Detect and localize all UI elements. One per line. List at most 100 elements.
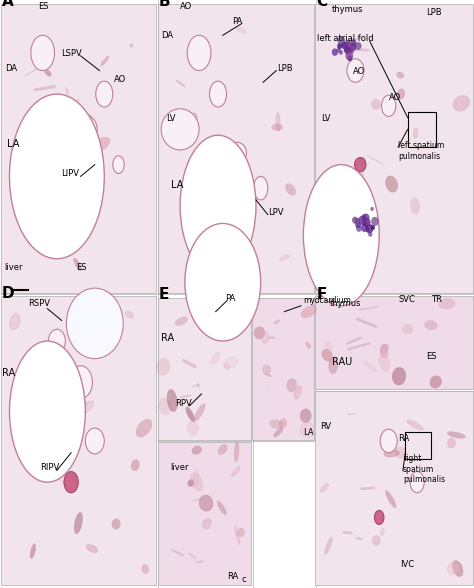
FancyArrowPatch shape [275, 321, 279, 323]
Ellipse shape [395, 447, 406, 458]
Ellipse shape [447, 432, 465, 438]
Ellipse shape [210, 352, 220, 365]
FancyArrowPatch shape [347, 338, 361, 343]
Ellipse shape [447, 438, 456, 448]
Ellipse shape [193, 469, 199, 487]
Ellipse shape [300, 409, 311, 423]
Text: ES: ES [76, 263, 86, 272]
FancyArrowPatch shape [202, 40, 207, 43]
Ellipse shape [276, 112, 280, 131]
Ellipse shape [180, 135, 256, 276]
Ellipse shape [347, 59, 364, 82]
Ellipse shape [81, 320, 84, 333]
Ellipse shape [77, 399, 87, 410]
Circle shape [365, 219, 371, 226]
Ellipse shape [384, 450, 400, 457]
Ellipse shape [186, 407, 195, 422]
Text: LPB: LPB [277, 64, 293, 72]
Ellipse shape [125, 311, 134, 318]
Ellipse shape [48, 329, 65, 353]
Ellipse shape [372, 99, 381, 109]
Text: LA: LA [303, 428, 314, 437]
FancyArrowPatch shape [343, 38, 361, 43]
Ellipse shape [228, 142, 246, 163]
Ellipse shape [45, 69, 51, 76]
Ellipse shape [30, 183, 39, 194]
Circle shape [346, 51, 353, 60]
Ellipse shape [9, 94, 104, 259]
FancyArrowPatch shape [357, 538, 362, 539]
FancyArrowPatch shape [359, 307, 378, 310]
Circle shape [371, 225, 374, 230]
FancyArrowPatch shape [189, 175, 210, 178]
Ellipse shape [300, 422, 314, 437]
Circle shape [356, 219, 359, 223]
Circle shape [362, 218, 369, 226]
Circle shape [347, 55, 352, 61]
Text: DA: DA [5, 64, 17, 72]
Ellipse shape [379, 353, 390, 372]
Circle shape [361, 216, 365, 221]
Circle shape [371, 207, 374, 211]
Text: RA: RA [2, 368, 15, 378]
Ellipse shape [74, 513, 82, 534]
Circle shape [366, 228, 369, 232]
Ellipse shape [32, 48, 42, 52]
Ellipse shape [373, 536, 380, 546]
Ellipse shape [159, 398, 171, 415]
FancyArrowPatch shape [184, 360, 195, 366]
FancyArrowPatch shape [172, 550, 183, 555]
Text: DA: DA [161, 31, 173, 40]
Ellipse shape [69, 366, 92, 399]
Ellipse shape [16, 159, 28, 179]
Ellipse shape [79, 401, 94, 415]
Ellipse shape [381, 344, 388, 353]
Text: LIPV: LIPV [62, 169, 80, 178]
Text: LPV: LPV [268, 208, 283, 216]
FancyArrowPatch shape [197, 385, 199, 386]
Ellipse shape [227, 218, 236, 233]
Ellipse shape [360, 157, 365, 163]
Circle shape [347, 48, 350, 52]
Ellipse shape [187, 421, 199, 435]
FancyArrowPatch shape [64, 99, 79, 109]
Ellipse shape [142, 564, 149, 573]
Ellipse shape [407, 420, 424, 430]
Ellipse shape [453, 95, 470, 111]
Ellipse shape [21, 218, 36, 236]
Ellipse shape [190, 473, 203, 491]
Ellipse shape [355, 158, 366, 172]
Ellipse shape [237, 528, 245, 537]
Bar [158, 298, 251, 440]
FancyArrowPatch shape [367, 155, 383, 164]
Ellipse shape [273, 428, 283, 437]
Circle shape [338, 36, 345, 45]
Text: IVC: IVC [401, 560, 415, 569]
Text: myocardium: myocardium [303, 296, 351, 305]
Ellipse shape [199, 495, 213, 512]
Ellipse shape [263, 365, 271, 375]
Ellipse shape [185, 223, 261, 341]
Circle shape [350, 45, 354, 50]
FancyArrowPatch shape [344, 532, 352, 533]
Ellipse shape [301, 306, 317, 318]
Ellipse shape [136, 419, 152, 437]
Ellipse shape [224, 362, 229, 370]
Text: A: A [2, 0, 14, 9]
Ellipse shape [131, 460, 139, 471]
Text: RA: RA [228, 572, 239, 581]
Text: B: B [159, 0, 171, 9]
FancyArrowPatch shape [43, 417, 46, 420]
Bar [315, 391, 473, 585]
Circle shape [339, 50, 343, 55]
Ellipse shape [192, 446, 201, 455]
Text: left spatium
pulmonalis: left spatium pulmonalis [398, 141, 445, 161]
Ellipse shape [217, 501, 227, 515]
Circle shape [342, 42, 347, 49]
Circle shape [371, 225, 374, 230]
Ellipse shape [86, 544, 98, 553]
Ellipse shape [447, 562, 461, 574]
Ellipse shape [223, 265, 231, 278]
Ellipse shape [223, 358, 238, 368]
Bar [1, 4, 156, 293]
